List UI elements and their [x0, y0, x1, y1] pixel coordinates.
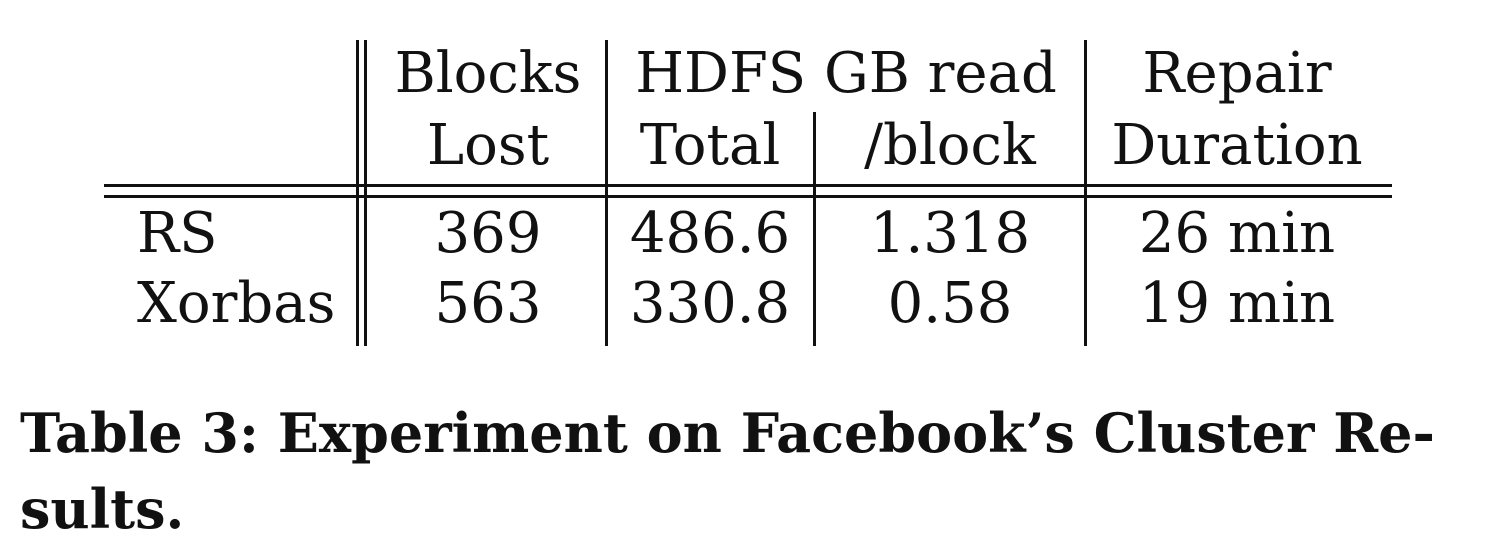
- column-rule-blocks: [605, 40, 608, 346]
- header-double-rule-top: [104, 184, 1392, 187]
- header-duration: Duration: [1111, 113, 1363, 178]
- header-per-block: /block: [864, 113, 1036, 178]
- rs-total: 486.6: [629, 201, 791, 266]
- table-caption: Table 3: Experiment on Facebook’s Cluste…: [20, 395, 1480, 547]
- caption-line-1: Table 3: Experiment on Facebook’s Cluste…: [20, 401, 1435, 465]
- header-total: Total: [639, 113, 781, 178]
- results-table: Blocks HDFS GB read Repair Lost Total /b…: [104, 40, 1392, 346]
- rs-blocks-lost: 369: [434, 201, 542, 266]
- header-repair: Repair: [1142, 41, 1332, 106]
- xorbas-per-block: 0.58: [887, 271, 1013, 336]
- column-rule-per-block: [1084, 40, 1087, 346]
- rs-per-block: 1.318: [869, 201, 1031, 266]
- double-rule-left-a: [356, 40, 359, 346]
- row-label-xorbas: Xorbas: [137, 271, 336, 336]
- header-blocks: Blocks: [394, 41, 582, 106]
- header-lost: Lost: [426, 113, 550, 178]
- rs-duration: 26 min: [1138, 201, 1336, 266]
- xorbas-blocks-lost: 563: [434, 271, 542, 336]
- double-rule-left-b: [364, 40, 367, 346]
- row-label-rs: RS: [137, 201, 218, 266]
- caption-line-2: sults.: [20, 477, 185, 541]
- xorbas-duration: 19 min: [1138, 271, 1336, 336]
- header-hdfs-gb-read: HDFS GB read: [635, 41, 1057, 106]
- xorbas-total: 330.8: [629, 271, 791, 336]
- header-double-rule-bottom: [104, 195, 1392, 198]
- column-rule-total: [813, 112, 816, 346]
